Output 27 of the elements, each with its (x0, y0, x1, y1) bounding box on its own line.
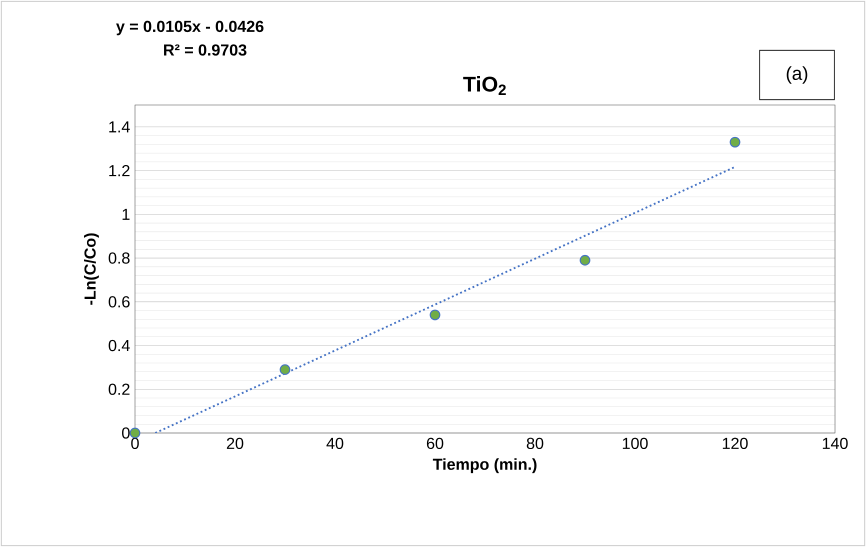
x-tick-label: 20 (226, 438, 244, 450)
text: R² = 0.9703 (164, 44, 246, 56)
y-axis-title: -Ln(C/Co) (84, 233, 99, 305)
point (130, 428, 140, 438)
point (730, 136, 740, 148)
y-tick-label: 0.8 (108, 252, 130, 264)
chart-title: TiO$_{2}$ (463, 76, 506, 95)
x-tick-label: 120 (722, 438, 748, 450)
x-tick-label: 140 (822, 438, 848, 450)
x-tick-label: 100 (622, 438, 648, 450)
x-tick-label: 80 (526, 438, 544, 450)
point (280, 364, 290, 375)
point (430, 310, 440, 320)
text: y = 0.0105x - 0.0426 (116, 20, 264, 36)
y-tick-label: 1.4 (109, 121, 130, 132)
point (580, 254, 590, 266)
y-tick-label: 0.4 (108, 340, 130, 352)
y-tick-label: 1 (122, 208, 130, 220)
y-tick-label: 0 (122, 427, 130, 439)
y-tick-label: 0.6 (108, 296, 130, 308)
y-tick-label: 0.2 (108, 384, 130, 395)
x-tick-label: 60 (426, 438, 444, 450)
text: (a) (786, 66, 808, 84)
x-tick-label: 40 (326, 438, 344, 450)
x-axis-title: Tiempo (min.) (432, 458, 537, 474)
x-tick-label: 0 (131, 438, 139, 450)
y-tick-label: 1.2 (109, 165, 130, 176)
